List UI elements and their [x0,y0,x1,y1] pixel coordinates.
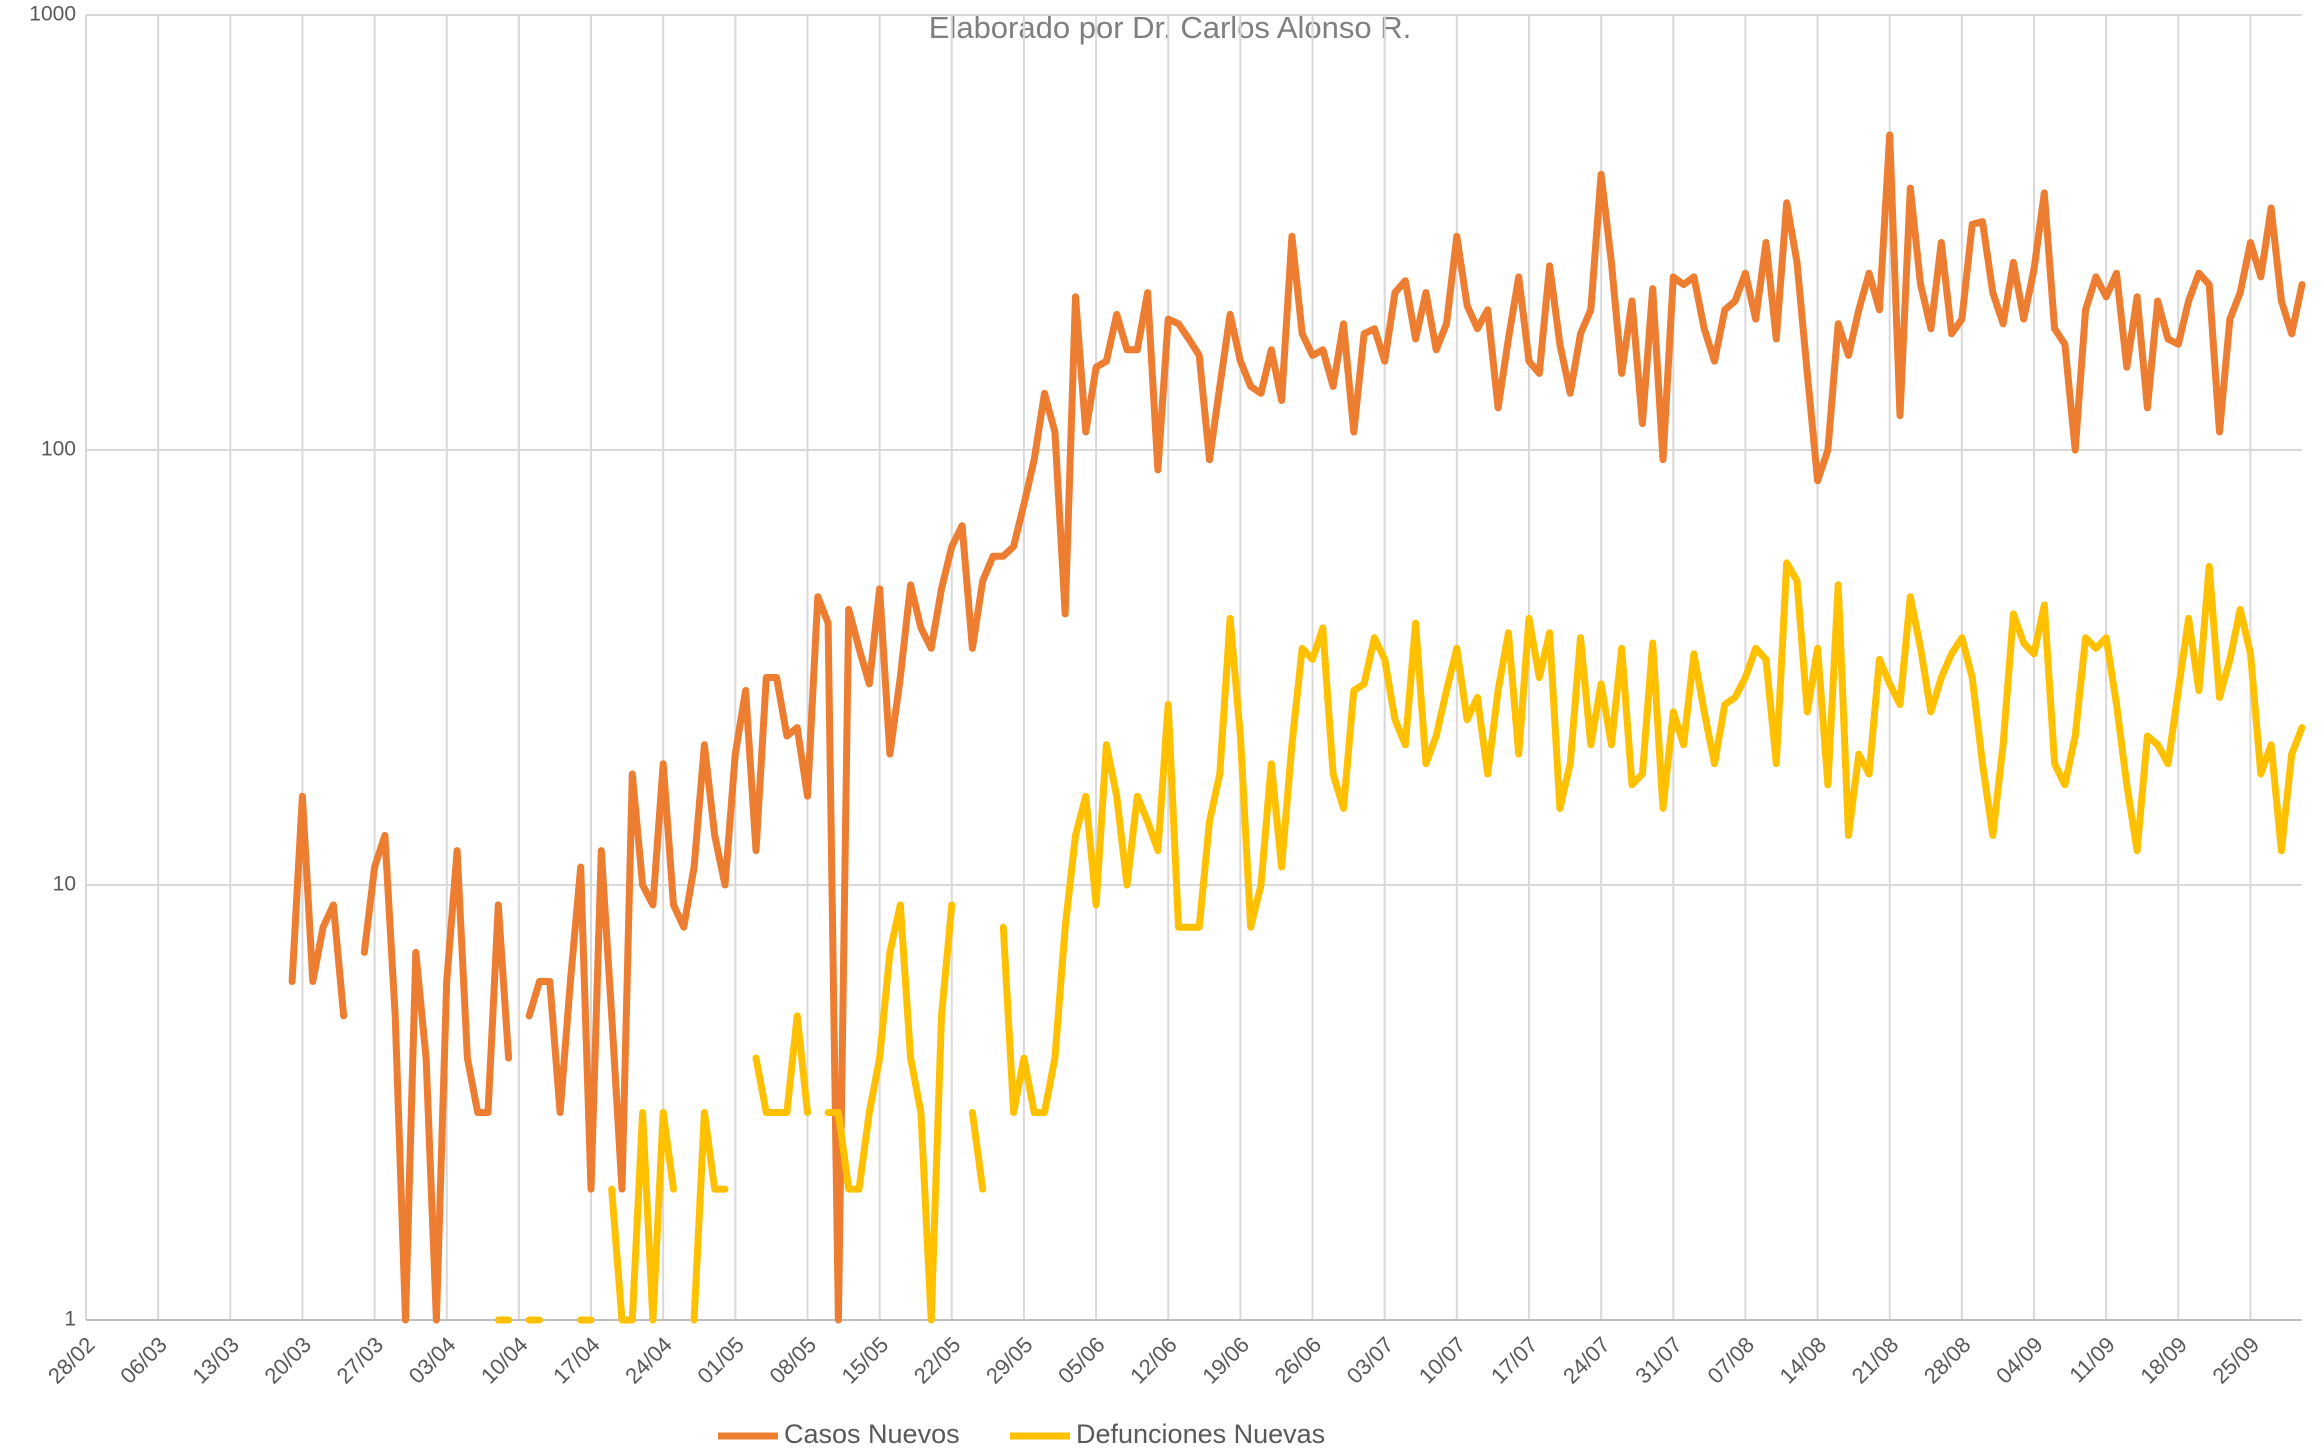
y-tick-label: 1 [64,1308,76,1331]
x-tick-label: 20/03 [259,1332,316,1389]
x-tick-label: 07/08 [1702,1332,1759,1389]
x-tick-label: 27/03 [332,1332,389,1389]
x-tick-label: 17/04 [548,1332,605,1389]
x-tick-label: 22/05 [909,1332,966,1389]
x-tick-label: 21/08 [1847,1332,1904,1389]
grid [85,14,2302,1321]
x-tick-label: 14/08 [1775,1332,1832,1389]
x-tick-label: 11/09 [2064,1332,2119,1387]
x-tick-label: 28/08 [1919,1332,1976,1389]
x-tick-label: 28/02 [43,1332,100,1389]
x-tick-label: 31/07 [1630,1332,1687,1389]
y-tick-label: 10 [53,873,76,896]
y-tick-label: 1000 [29,3,76,26]
x-tick-label: 19/06 [1197,1332,1254,1389]
legend-label: Casos Nuevos [784,1419,960,1449]
chart-subtitle: Elaborado por Dr. Carlos Alonso R. [929,10,1411,45]
x-tick-label: 29/05 [981,1332,1038,1389]
x-tick-label: 17/07 [1486,1332,1543,1389]
x-tick-label: 18/09 [2135,1332,2192,1389]
x-tick-label: 01/05 [692,1332,749,1389]
x-tick-label: 24/04 [620,1332,677,1389]
x-tick-label: 15/05 [837,1332,894,1389]
x-tick-label: 24/07 [1558,1332,1615,1389]
x-tick-label: 06/03 [115,1332,172,1389]
data-line [288,131,2306,1324]
x-tick-label: 25/09 [2207,1332,2264,1389]
legend-label: Defunciones Nuevas [1076,1419,1325,1449]
x-tick-label: 05/06 [1053,1332,1110,1389]
data-line [494,559,2306,1324]
x-tick-label: 13/03 [187,1332,244,1389]
x-tick-label: 03/07 [1342,1332,1399,1389]
x-tick-label: 10/04 [476,1332,533,1389]
x-tick-label: 08/05 [765,1332,822,1389]
x-tick-label: 12/06 [1125,1332,1182,1389]
x-tick-label: 26/06 [1270,1332,1327,1389]
x-tick-label: 10/07 [1414,1332,1471,1389]
y-tick-label: 100 [41,438,76,461]
x-tick-label: 03/04 [404,1332,461,1389]
x-tick-label: 04/09 [1991,1332,2048,1389]
